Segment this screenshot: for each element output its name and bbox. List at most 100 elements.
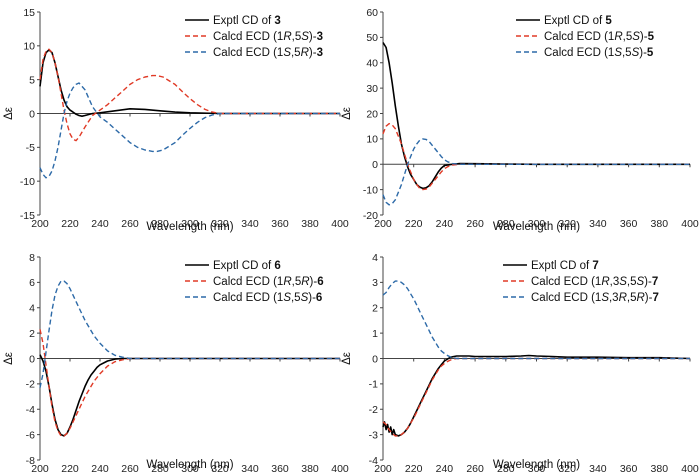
- x-tick-label: 300: [528, 463, 546, 472]
- legend-entry: Exptl CD of 5: [544, 15, 612, 27]
- legend-entry: Exptl CD of 7: [531, 260, 599, 272]
- y-tick-label: -8: [26, 455, 35, 467]
- x-tick-label: 380: [301, 218, 319, 230]
- y-tick-label: 4: [372, 252, 378, 264]
- x-tick-label: 220: [405, 218, 423, 230]
- y-tick-label: 0: [372, 353, 378, 365]
- x-tick-label: 260: [466, 463, 484, 472]
- x-tick-label: 260: [121, 463, 139, 472]
- legend-entry: Calcd ECD (1R,3S,5S)-7: [531, 276, 658, 288]
- x-tick-label: 280: [151, 218, 169, 230]
- y-tick-label: -10: [363, 184, 378, 196]
- y-tick-label: -5: [26, 142, 35, 154]
- x-tick-label: 280: [497, 218, 515, 230]
- y-tick-label: -1: [369, 379, 378, 391]
- legend: Exptl CD of 7 Calcd ECD (1R,3S,5S)-7 Calcd…: [503, 260, 659, 304]
- x-tick-label: 360: [271, 218, 289, 230]
- y-axis-label: Δε: [341, 107, 353, 120]
- x-tick-label: 240: [436, 218, 454, 230]
- y-tick-label: 4: [29, 303, 35, 315]
- x-tick-label: 340: [241, 463, 259, 472]
- x-tick-label: 200: [31, 218, 49, 230]
- series-line-3: [39, 280, 340, 388]
- y-tick-label: 8: [29, 252, 35, 264]
- x-tick-label: 340: [589, 218, 607, 230]
- series-line-1: [39, 354, 340, 437]
- y-axis-label: Δε: [3, 352, 15, 365]
- x-axis-label: Wavelength (nm): [146, 459, 233, 471]
- y-tick-label: 0: [372, 159, 378, 171]
- legend: Exptl CD of 3 Calcd ECD (1R,5S)-3 Calcd EC…: [185, 15, 323, 59]
- x-tick-label: 360: [620, 463, 638, 472]
- y-tick-label: 0: [29, 353, 35, 365]
- x-tick-label: 200: [31, 463, 49, 472]
- series-line-2: [39, 48, 340, 142]
- y-tick-label: 1: [372, 328, 378, 340]
- x-tick-label: 220: [61, 218, 79, 230]
- chart-panel-bottom-left: -8 -6 -4 -2 0 2 4 6 8 200 220 240 260 280 300 320 340 360…: [3, 252, 349, 472]
- legend-entry: Calcd ECD (1S,3R,5R)-7: [531, 292, 659, 304]
- x-tick-label: 280: [151, 463, 169, 472]
- x-tick-label: 320: [558, 218, 576, 230]
- x-axis-label: Wavelength (nm): [493, 221, 580, 233]
- y-tick-label: 40: [366, 58, 378, 70]
- series-line-2: [382, 357, 690, 437]
- y-axis-label: Δε: [3, 107, 15, 120]
- series-line-3: [39, 82, 340, 179]
- x-tick-label: 400: [331, 463, 349, 472]
- legend-entry: Calcd ECD (1S,5S)-5: [544, 47, 654, 59]
- x-tick-label: 360: [271, 463, 289, 472]
- x-tick-label: 400: [681, 218, 699, 230]
- x-axis-label: Wavelength (nm): [146, 221, 233, 233]
- y-tick-label: 2: [372, 303, 378, 315]
- x-tick-label: 240: [91, 218, 109, 230]
- y-axis-label: Δε: [341, 352, 353, 365]
- x-tick-label: 380: [301, 463, 319, 472]
- legend-entry: Exptl CD of 6: [213, 260, 281, 272]
- x-tick-label: 300: [528, 218, 546, 230]
- y-tick-label: 30: [366, 83, 378, 95]
- y-tick-label: 50: [366, 32, 378, 44]
- legend-entry: Exptl CD of 3: [213, 15, 281, 27]
- legend: Exptl CD of 5 Calcd ECD (1R,5S)-5 Calcd EC…: [516, 15, 655, 59]
- chart-panel-bottom-right: -4 -3 -2 -1 0 1 2 3 4 200 220 240 260 280 300 320 340 360…: [341, 252, 699, 472]
- series-line-1: [39, 49, 340, 117]
- series-line-2: [382, 122, 690, 191]
- x-tick-label: 380: [651, 218, 669, 230]
- legend-entry: Calcd ECD (1R,5R)-6: [213, 276, 324, 288]
- y-tick-label: 15: [23, 7, 35, 19]
- y-tick-label: 10: [23, 41, 35, 53]
- legend-entry: Calcd ECD (1S,5S)-6: [213, 292, 322, 304]
- x-tick-label: 240: [91, 463, 109, 472]
- x-tick-label: 340: [241, 218, 259, 230]
- x-tick-label: 360: [620, 218, 638, 230]
- y-tick-label: 6: [29, 277, 35, 289]
- x-tick-label: 400: [331, 218, 349, 230]
- x-tick-label: 300: [181, 218, 199, 230]
- legend: Exptl CD of 6 Calcd ECD (1R,5R)-6 Calcd EC…: [185, 260, 324, 304]
- chart-panel-top-right: -20 -10 0 10 20 30 40 50 60 200 220 240 260 280 300 320…: [341, 7, 699, 233]
- series-line-3: [382, 280, 690, 360]
- y-tick-label: 20: [366, 108, 378, 120]
- y-tick-label: 10: [366, 134, 378, 146]
- legend-entry: Calcd ECD (1R,5S)-3: [213, 31, 323, 43]
- series-line-3: [382, 138, 690, 206]
- x-tick-label: 380: [651, 463, 669, 472]
- x-tick-label: 320: [211, 218, 229, 230]
- x-tick-label: 200: [374, 218, 392, 230]
- x-tick-label: 320: [211, 463, 229, 472]
- y-tick-label: 5: [29, 74, 35, 86]
- x-tick-label: 340: [589, 463, 607, 472]
- y-tick-label: -6: [26, 429, 35, 441]
- x-tick-label: 400: [681, 463, 699, 472]
- y-tick-label: -20: [363, 210, 378, 222]
- y-tick-label: 3: [372, 277, 378, 289]
- x-tick-label: 260: [121, 218, 139, 230]
- y-tick-label: 2: [29, 328, 35, 340]
- x-tick-label: 260: [466, 218, 484, 230]
- y-tick-label: 60: [366, 7, 378, 19]
- y-tick-label: -4: [369, 455, 378, 467]
- y-tick-label: -4: [26, 404, 35, 416]
- y-tick-label: 0: [29, 108, 35, 120]
- x-tick-label: 200: [374, 463, 392, 472]
